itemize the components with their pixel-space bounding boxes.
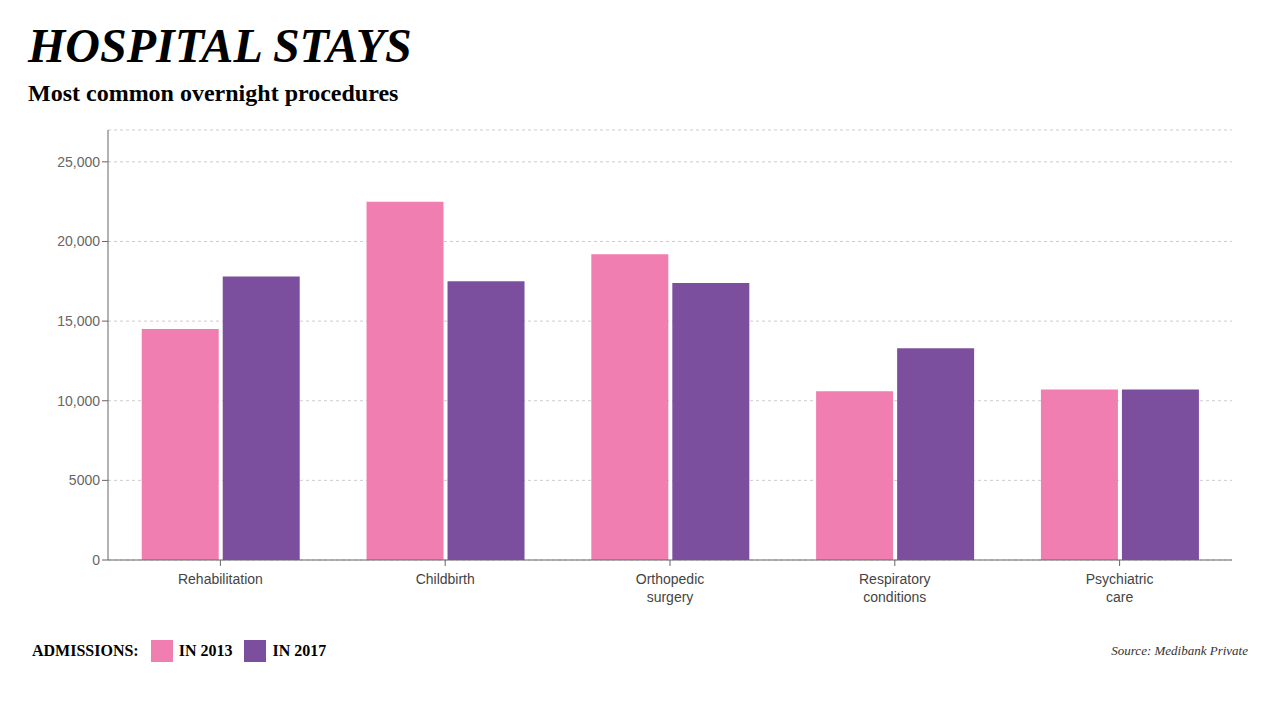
svg-text:Respiratoryconditions: Respiratoryconditions (859, 571, 931, 605)
html-text:IN 2017: IN 2017 (272, 642, 327, 659)
svg-text:10,000: 10,000 (57, 393, 100, 409)
svg-text:15,000: 15,000 (57, 313, 100, 329)
svg-text:25,000: 25,000 (57, 154, 100, 170)
html-text:ADMISSIONS:: ADMISSIONS: (32, 642, 139, 659)
svg-text:Orthopedicsurgery: Orthopedicsurgery (636, 571, 704, 605)
html-text:HOSPITAL STAYS: HOSPITAL STAYS (28, 19, 412, 72)
svg-text:Psychiatriccare: Psychiatriccare (1086, 571, 1154, 605)
svg-text:0: 0 (92, 552, 100, 568)
html-text:Most common overnight procedur: Most common overnight procedures (28, 80, 399, 106)
svg-text:5000: 5000 (69, 472, 100, 488)
svg-text:Childbirth: Childbirth (416, 571, 475, 587)
html-text:Source: Medibank Private: Source: Medibank Private (1111, 643, 1248, 658)
html-text:IN 2013: IN 2013 (178, 642, 233, 659)
svg-text:20,000: 20,000 (57, 233, 100, 249)
svg-text:Rehabilitation: Rehabilitation (178, 571, 263, 587)
